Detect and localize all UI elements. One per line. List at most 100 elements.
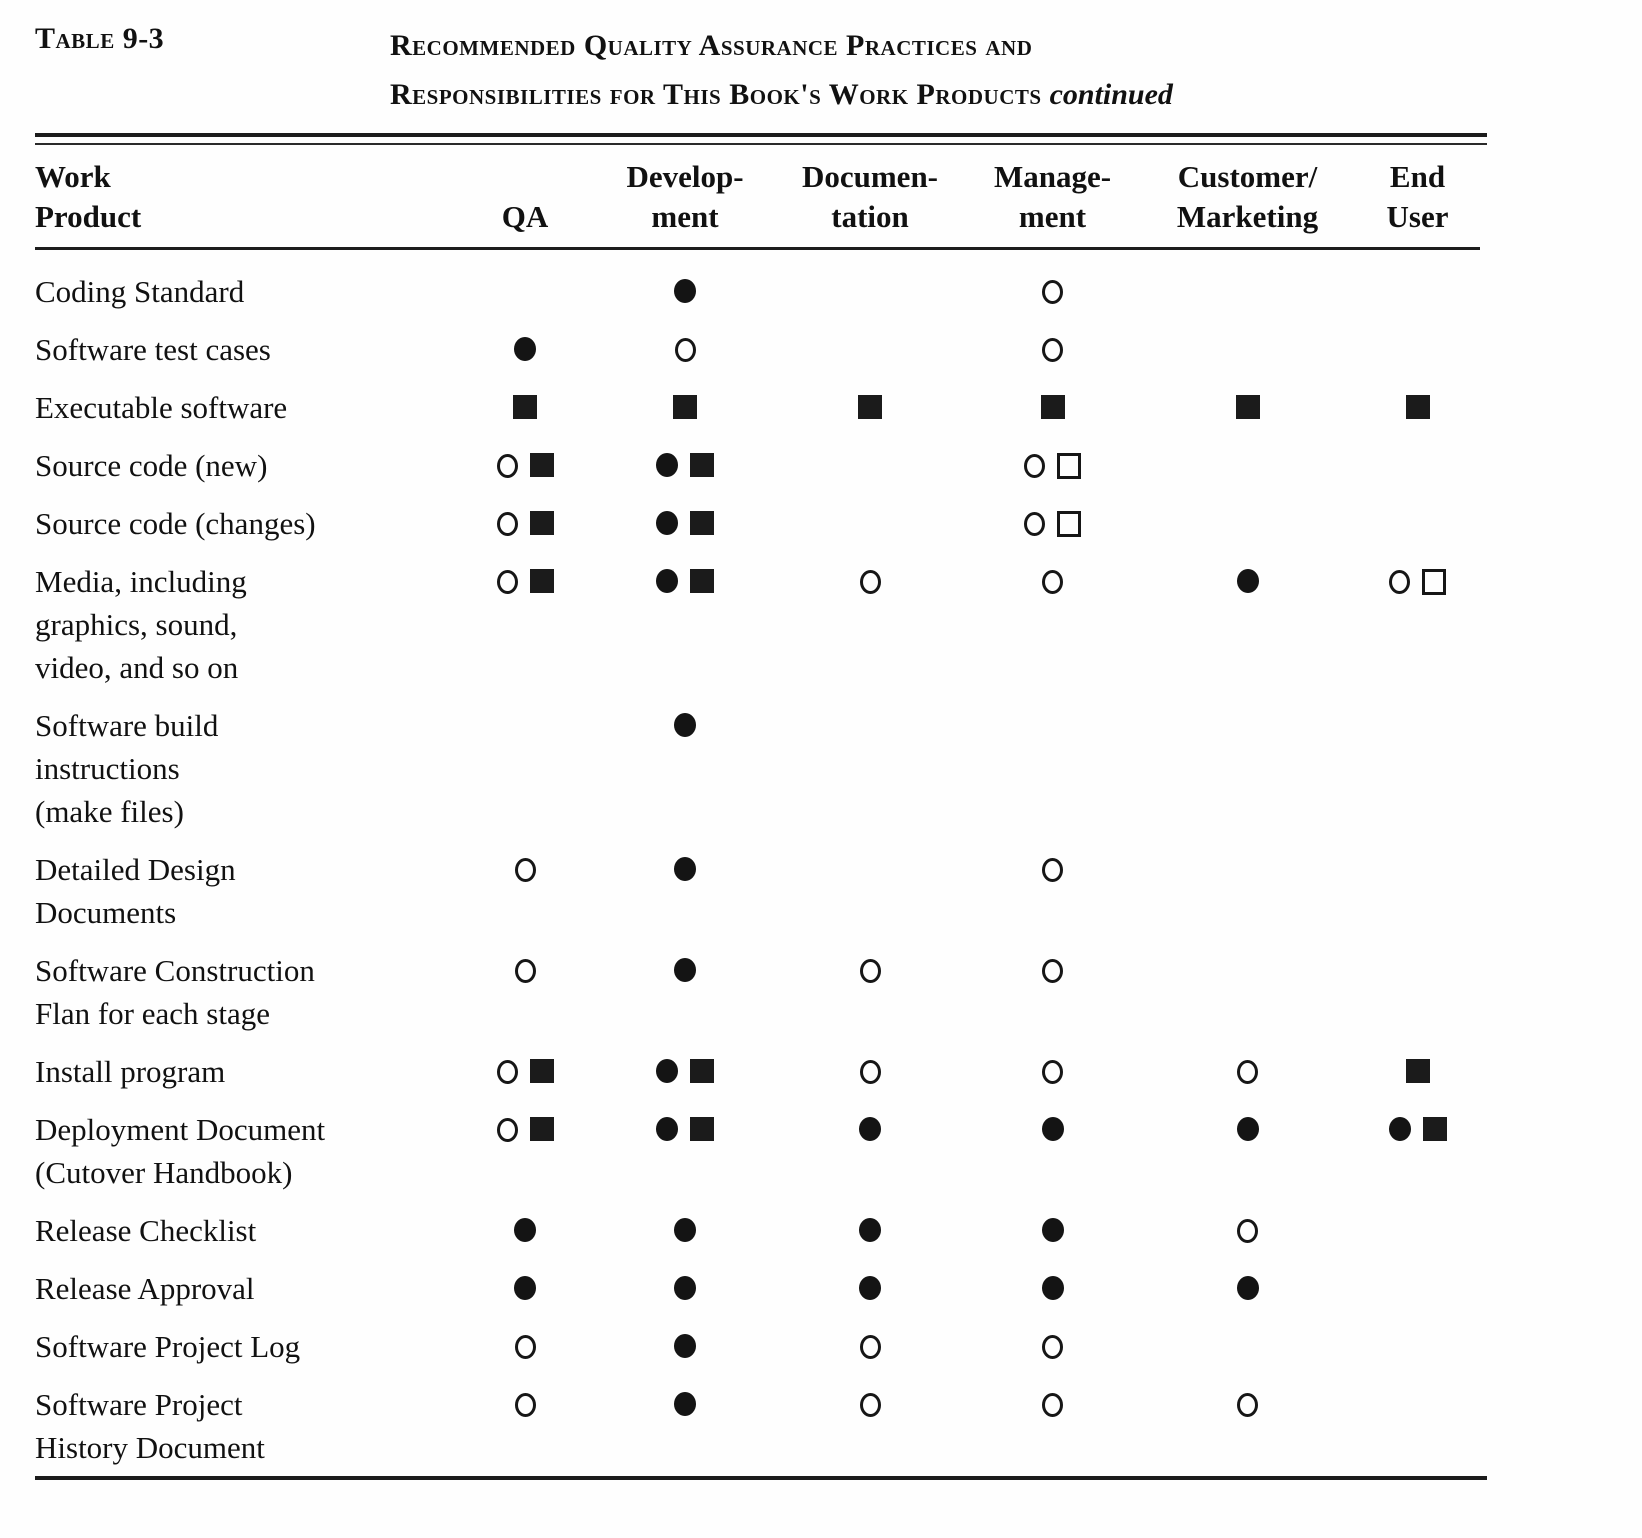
filled-circle-icon xyxy=(1388,1117,1411,1142)
end-user-cell xyxy=(1355,696,1480,840)
customer-marketing-cell xyxy=(1140,1259,1355,1317)
work-product-label: Source code (changes) xyxy=(35,506,316,542)
filled-circle-icon xyxy=(674,1334,696,1359)
documentation-cell xyxy=(775,378,965,436)
open-circle-icon xyxy=(1237,1219,1258,1244)
filled-square-icon xyxy=(673,395,697,420)
table-row: Software Project History Document xyxy=(35,1375,1480,1476)
open-circle-icon xyxy=(1237,1393,1258,1418)
col-header-development: Develop- ment xyxy=(595,145,775,251)
end-user-cell xyxy=(1355,552,1480,696)
management-cell xyxy=(965,1042,1140,1100)
open-circle-icon xyxy=(1042,1335,1063,1360)
filled-circle-icon xyxy=(656,453,678,478)
customer-marketing-cell xyxy=(1140,1375,1355,1476)
filled-circle-icon xyxy=(1236,1276,1259,1301)
table-row: Software Construction Flan for each stag… xyxy=(35,941,1480,1042)
filled-square-icon xyxy=(1422,1117,1447,1142)
filled-square-icon xyxy=(1405,1059,1430,1084)
open-circle-icon xyxy=(674,338,696,363)
open-circle-icon xyxy=(1042,570,1063,595)
col-header-end-user: End User xyxy=(1355,145,1480,251)
qa-cell xyxy=(455,1375,595,1476)
open-circle-icon xyxy=(859,959,881,984)
management-cell xyxy=(965,249,1140,321)
open-circle-icon xyxy=(514,959,536,984)
end-user-cell xyxy=(1355,840,1480,941)
customer-marketing-cell xyxy=(1140,840,1355,941)
filled-circle-icon xyxy=(656,1117,678,1142)
development-cell xyxy=(595,320,775,378)
work-product-label: Software build instructions (make files) xyxy=(35,708,219,830)
work-product-label: Software test cases xyxy=(35,332,271,368)
open-circle-icon xyxy=(1042,959,1063,984)
qa-cell xyxy=(455,494,595,552)
filled-circle-icon xyxy=(674,1392,696,1417)
management-cell xyxy=(965,1100,1140,1201)
qa-cell xyxy=(455,320,595,378)
filled-square-icon xyxy=(690,1059,714,1084)
filled-square-icon xyxy=(529,453,554,478)
table-row: Deployment Document (Cutover Handbook) xyxy=(35,1100,1480,1201)
management-cell xyxy=(965,840,1140,941)
work-product-label: Deployment Document (Cutover Handbook) xyxy=(35,1112,326,1191)
table-header: Work Product QA Develop- ment Documen- tati… xyxy=(35,145,1480,251)
customer-marketing-cell xyxy=(1140,941,1355,1042)
filled-circle-icon xyxy=(656,1059,678,1084)
filled-square-icon xyxy=(529,1059,554,1084)
management-cell xyxy=(965,941,1140,1042)
work-product-label: Software Construction Flan for each stag… xyxy=(35,953,315,1032)
customer-marketing-cell xyxy=(1140,378,1355,436)
work-product-label: Source code (new) xyxy=(35,448,268,484)
documentation-cell xyxy=(775,552,965,696)
filled-circle-icon xyxy=(656,511,678,536)
bottom-rule xyxy=(35,1476,1487,1481)
development-cell xyxy=(595,494,775,552)
customer-marketing-cell xyxy=(1140,494,1355,552)
open-circle-icon xyxy=(496,454,518,479)
qa-cell xyxy=(455,378,595,436)
table-row: Coding Standard xyxy=(35,249,1480,321)
customer-marketing-cell xyxy=(1140,1317,1355,1375)
table-title: Recommended Quality Assurance Practices … xyxy=(390,18,1173,119)
documentation-cell xyxy=(775,320,965,378)
open-circle-icon xyxy=(859,570,881,595)
table-content: Table 9-3 Recommended Quality Assurance … xyxy=(35,18,1487,1481)
table-row: Source code (new) xyxy=(35,436,1480,494)
filled-square-icon xyxy=(690,511,714,536)
filled-square-icon xyxy=(529,569,554,594)
work-product-label: Media, including graphics, sound, video,… xyxy=(35,564,247,686)
end-user-cell xyxy=(1355,249,1480,321)
qa-cell xyxy=(455,1100,595,1201)
work-product-label: Release Checklist xyxy=(35,1213,257,1249)
development-cell xyxy=(595,1201,775,1259)
end-user-cell xyxy=(1355,1317,1480,1375)
open-circle-icon xyxy=(514,858,536,883)
management-cell xyxy=(965,320,1140,378)
table-row: Release Approval xyxy=(35,1259,1480,1317)
filled-circle-icon xyxy=(1041,1218,1064,1243)
open-circle-icon xyxy=(496,1060,518,1085)
development-cell xyxy=(595,1317,775,1375)
open-circle-icon xyxy=(1237,1060,1258,1085)
work-product-label: Release Approval xyxy=(35,1271,255,1307)
open-circle-icon xyxy=(859,1335,881,1360)
end-user-cell xyxy=(1355,1201,1480,1259)
table-row: Executable software xyxy=(35,378,1480,436)
filled-square-icon xyxy=(690,453,714,478)
work-product-label: Install program xyxy=(35,1054,226,1090)
customer-marketing-cell xyxy=(1140,1201,1355,1259)
customer-marketing-cell xyxy=(1140,1100,1355,1201)
open-square-icon xyxy=(1422,569,1446,596)
end-user-cell xyxy=(1355,1375,1480,1476)
filled-circle-icon xyxy=(674,279,696,304)
qa-cell xyxy=(455,1201,595,1259)
end-user-cell xyxy=(1355,941,1480,1042)
end-user-cell xyxy=(1355,1259,1480,1317)
development-cell xyxy=(595,436,775,494)
open-circle-icon xyxy=(1042,858,1063,883)
filled-square-icon xyxy=(1040,395,1065,420)
filled-square-icon xyxy=(690,569,714,594)
documentation-cell xyxy=(775,1042,965,1100)
open-circle-icon xyxy=(1389,570,1410,595)
